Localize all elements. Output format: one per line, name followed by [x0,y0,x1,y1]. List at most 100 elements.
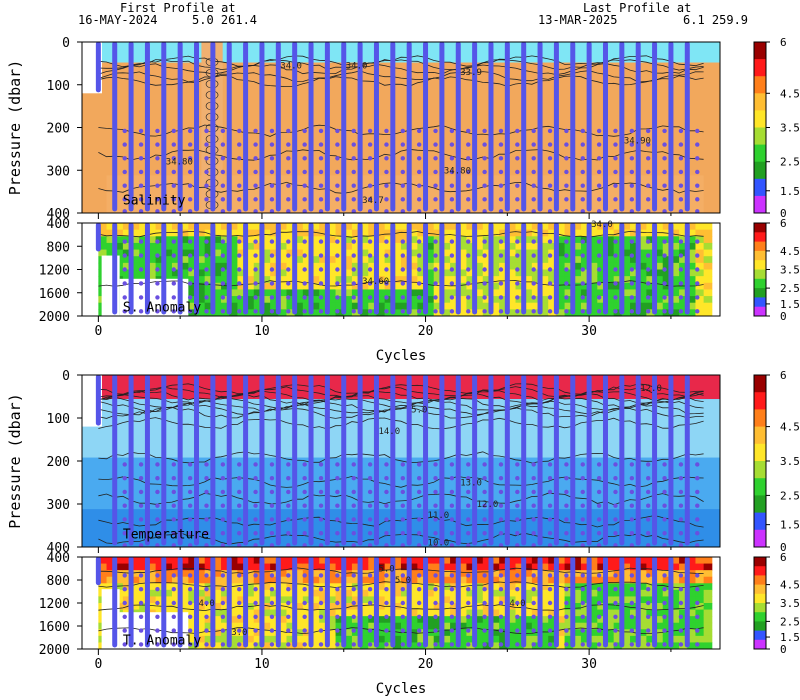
profile-dot [678,156,684,161]
profile-dot [678,543,684,548]
t-anomaly-cell [261,596,271,604]
t-anomaly-cell [368,557,377,565]
s-anomaly-cell [646,242,656,251]
profile-dot [237,587,242,592]
t-anomaly-cell [147,557,157,565]
profile-dot [155,476,160,481]
profile-dot [122,587,127,592]
s-anomaly-cell [654,309,664,317]
s-anomaly-cell [163,249,173,257]
s-anomaly-cell [621,249,631,257]
t-anomaly-cell [425,609,435,617]
t-anomaly-cell [646,576,656,584]
profile-dot [302,462,307,467]
t-anomaly-cell [662,603,672,611]
s-anomaly-cell [646,296,656,304]
s-anomaly-cell [490,309,500,317]
profile-dot [122,614,127,619]
profile-dot [204,209,209,214]
s-anomaly-cell [286,309,296,317]
s-anomaly-cell [351,289,361,297]
s-anomaly-cell [613,262,623,270]
s-anomaly-cell [278,302,287,310]
s-anomaly-cell [270,296,279,304]
t-anomaly-cell [531,570,541,578]
s-anomaly-cell [221,309,230,317]
profile-dot [433,462,438,467]
s-anomaly-cell [490,256,500,264]
t-anomaly-cell [695,622,705,630]
t-anomaly-cell [286,603,296,611]
profile-dot [498,503,504,508]
s-anomaly-cell [466,289,476,297]
s-anomaly-cell [490,262,500,270]
s-anomaly-cell [695,302,705,310]
s-anomaly-cell [392,276,402,284]
s-anomaly-cell [433,302,443,310]
t-anomaly-cell [311,609,320,617]
t-anomaly-cell [319,570,328,578]
profile-dot [449,543,455,548]
s-anomaly-cell [474,296,484,304]
s-anomaly-cell [253,249,263,257]
profile-dot [400,156,406,161]
contour-line [98,406,704,419]
colorbar-label: 4.5 [780,421,800,434]
s-anomaly-cell [343,249,353,257]
s-anomaly-cell [335,302,345,310]
profile-dot [367,503,373,508]
profile-dot [155,295,160,300]
t-anomaly-cell [638,603,647,611]
profile-dot [269,462,275,467]
colorbar-swatch [754,288,766,298]
s-anomaly-cell [384,236,394,244]
profile-dot [678,628,684,633]
s-anomaly-cell [466,282,476,290]
profile-dot [695,573,700,578]
s-anomaly-cell [703,289,713,297]
s-anomaly-cell [417,256,427,264]
t-anomaly-cell [343,635,353,643]
profile-dot [253,169,258,175]
profile-dot [187,587,193,592]
s-anomaly-cell [188,236,198,244]
y-tick-label: 800 [47,240,70,255]
profile-dot [253,142,258,147]
profile-dot [171,197,176,202]
profile-dot [318,476,324,481]
s-anomaly-cell [311,242,320,251]
profile-dot [449,197,455,202]
t-anomaly-cell [302,622,312,630]
colorbar-label: 4.5 [780,579,800,592]
t-anomaly-cell [261,576,271,584]
t-anomaly-cell [278,622,287,630]
s-anomaly-cell [482,262,492,270]
t-anomaly-cell [237,616,247,624]
t-anomaly-cell [368,596,377,604]
s-anomaly-cell [630,276,639,284]
s-anomaly-cell [368,256,377,264]
t-anomaly-cell [261,603,271,611]
profile-dot [531,462,536,467]
profile-dot [367,531,373,536]
profile-dot [482,587,487,592]
profile-dot [498,267,504,272]
s-anomaly-cell [229,223,238,231]
t-anomaly-cell [302,616,312,624]
t-anomaly-cell [433,596,443,604]
t-anomaly-cell [392,609,402,617]
profile-dot [695,309,700,314]
profile-dot [351,183,356,188]
s-anomaly-cell [392,223,402,231]
s-anomaly-cell [171,223,181,231]
t-anomaly-cell [188,570,198,578]
t-anomaly-cell [670,570,680,578]
profile-dot [695,253,700,258]
t-anomaly-cell [171,603,181,611]
s-anomaly-cell [613,256,623,264]
s-anomaly-cell [204,236,214,244]
profile-dot [613,517,618,522]
profile-dot [466,156,471,161]
colorbar-swatch [754,223,766,233]
s-anomaly-cell [376,229,386,237]
